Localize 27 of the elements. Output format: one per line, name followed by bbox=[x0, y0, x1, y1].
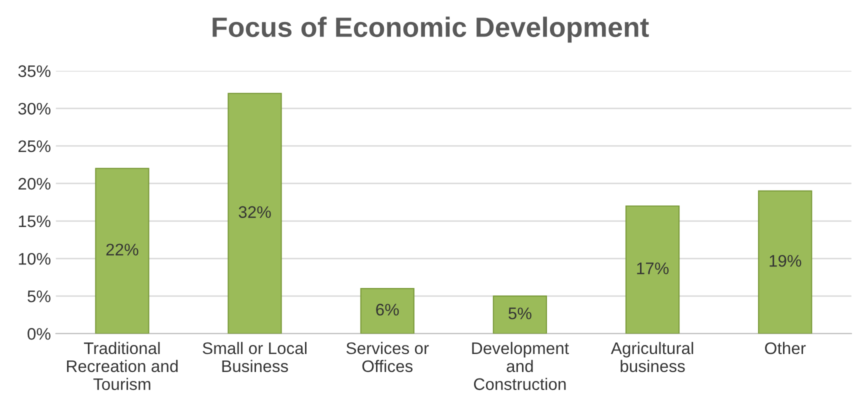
y-tick-label: 15% bbox=[18, 215, 50, 228]
x-tick-label: Development and Construction bbox=[472, 342, 569, 390]
data-label: 22% bbox=[106, 244, 138, 256]
bar bbox=[758, 190, 812, 334]
bar bbox=[228, 92, 282, 334]
data-label: 5% bbox=[508, 308, 532, 320]
data-label: 17% bbox=[637, 262, 669, 274]
data-label: 6% bbox=[376, 304, 399, 316]
bar bbox=[360, 288, 414, 334]
y-tick-label: 35% bbox=[18, 65, 50, 78]
chart-title: Focus of Economic Development bbox=[212, 16, 649, 43]
data-label: 19% bbox=[770, 254, 802, 267]
bar bbox=[625, 205, 680, 334]
x-tick-label: Traditional Recreation and Tourism bbox=[67, 342, 178, 390]
y-tick-label: 0% bbox=[28, 328, 50, 340]
y-tick-label: 5% bbox=[28, 290, 50, 302]
y-tick-label: 20% bbox=[18, 178, 50, 190]
x-tick-label: Agricultural business bbox=[610, 342, 694, 372]
y-tick-label: 30% bbox=[18, 102, 50, 115]
y-tick-label: 10% bbox=[18, 252, 50, 265]
bar bbox=[492, 296, 548, 334]
x-tick-label: Small or Local Business bbox=[202, 342, 306, 372]
x-tick-label: Services or Offices bbox=[346, 342, 429, 372]
y-tick-label: 25% bbox=[18, 140, 50, 152]
data-label: 32% bbox=[238, 206, 271, 218]
x-tick-label: Other bbox=[765, 342, 806, 354]
bar bbox=[95, 168, 150, 334]
